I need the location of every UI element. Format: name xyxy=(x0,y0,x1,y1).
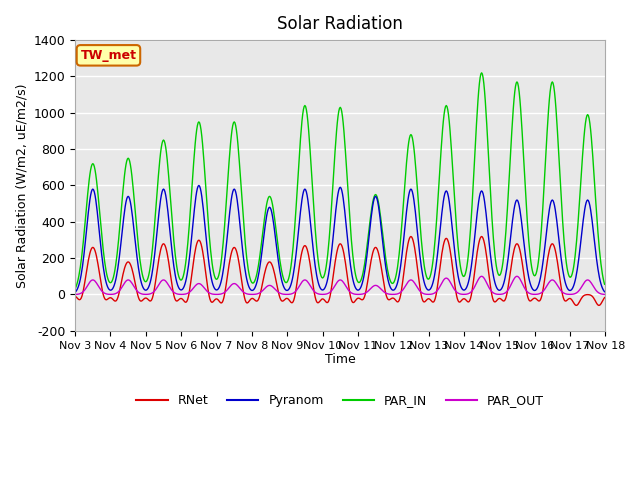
Pyranom xyxy=(601,289,609,295)
PAR_OUT xyxy=(420,291,428,297)
Y-axis label: Solar Radiation (W/m2, uE/m2/s): Solar Radiation (W/m2, uE/m2/s) xyxy=(15,83,28,288)
RNet xyxy=(189,263,197,268)
PAR_IN xyxy=(81,224,88,229)
PAR_OUT xyxy=(404,279,412,285)
Pyranom xyxy=(81,245,88,251)
RNet xyxy=(136,297,143,302)
PAR_IN xyxy=(136,251,143,257)
PAR_IN xyxy=(71,286,79,292)
PAR_OUT xyxy=(478,274,486,279)
PAR_OUT xyxy=(81,287,88,293)
RNet xyxy=(420,299,428,304)
PAR_OUT xyxy=(217,291,225,297)
RNet xyxy=(404,241,412,247)
PAR_OUT xyxy=(136,290,143,296)
RNet xyxy=(478,234,486,240)
PAR_IN xyxy=(478,70,486,76)
Title: Solar Radiation: Solar Radiation xyxy=(277,15,403,33)
Line: RNet: RNet xyxy=(75,237,605,305)
Pyranom xyxy=(136,270,143,276)
RNet xyxy=(71,293,79,299)
PAR_IN xyxy=(217,261,225,266)
RNet xyxy=(573,302,580,308)
Legend: RNet, Pyranom, PAR_IN, PAR_OUT: RNet, Pyranom, PAR_IN, PAR_OUT xyxy=(131,389,549,412)
RNet xyxy=(217,300,225,306)
Pyranom xyxy=(218,276,225,282)
Pyranom xyxy=(189,221,197,227)
PAR_IN xyxy=(420,257,428,263)
Pyranom xyxy=(195,182,203,188)
Line: Pyranom: Pyranom xyxy=(75,185,605,292)
X-axis label: Time: Time xyxy=(325,353,356,366)
Pyranom xyxy=(420,279,428,285)
PAR_IN xyxy=(404,145,412,151)
RNet xyxy=(81,280,88,286)
Line: PAR_OUT: PAR_OUT xyxy=(75,276,605,294)
Text: TW_met: TW_met xyxy=(81,49,136,62)
Line: PAR_IN: PAR_IN xyxy=(75,73,605,289)
PAR_OUT xyxy=(189,286,197,291)
PAR_OUT xyxy=(601,291,609,297)
PAR_IN xyxy=(601,281,609,287)
PAR_OUT xyxy=(71,291,79,297)
Pyranom xyxy=(71,289,79,295)
RNet xyxy=(601,295,609,300)
PAR_IN xyxy=(189,169,197,175)
Pyranom xyxy=(405,192,413,198)
